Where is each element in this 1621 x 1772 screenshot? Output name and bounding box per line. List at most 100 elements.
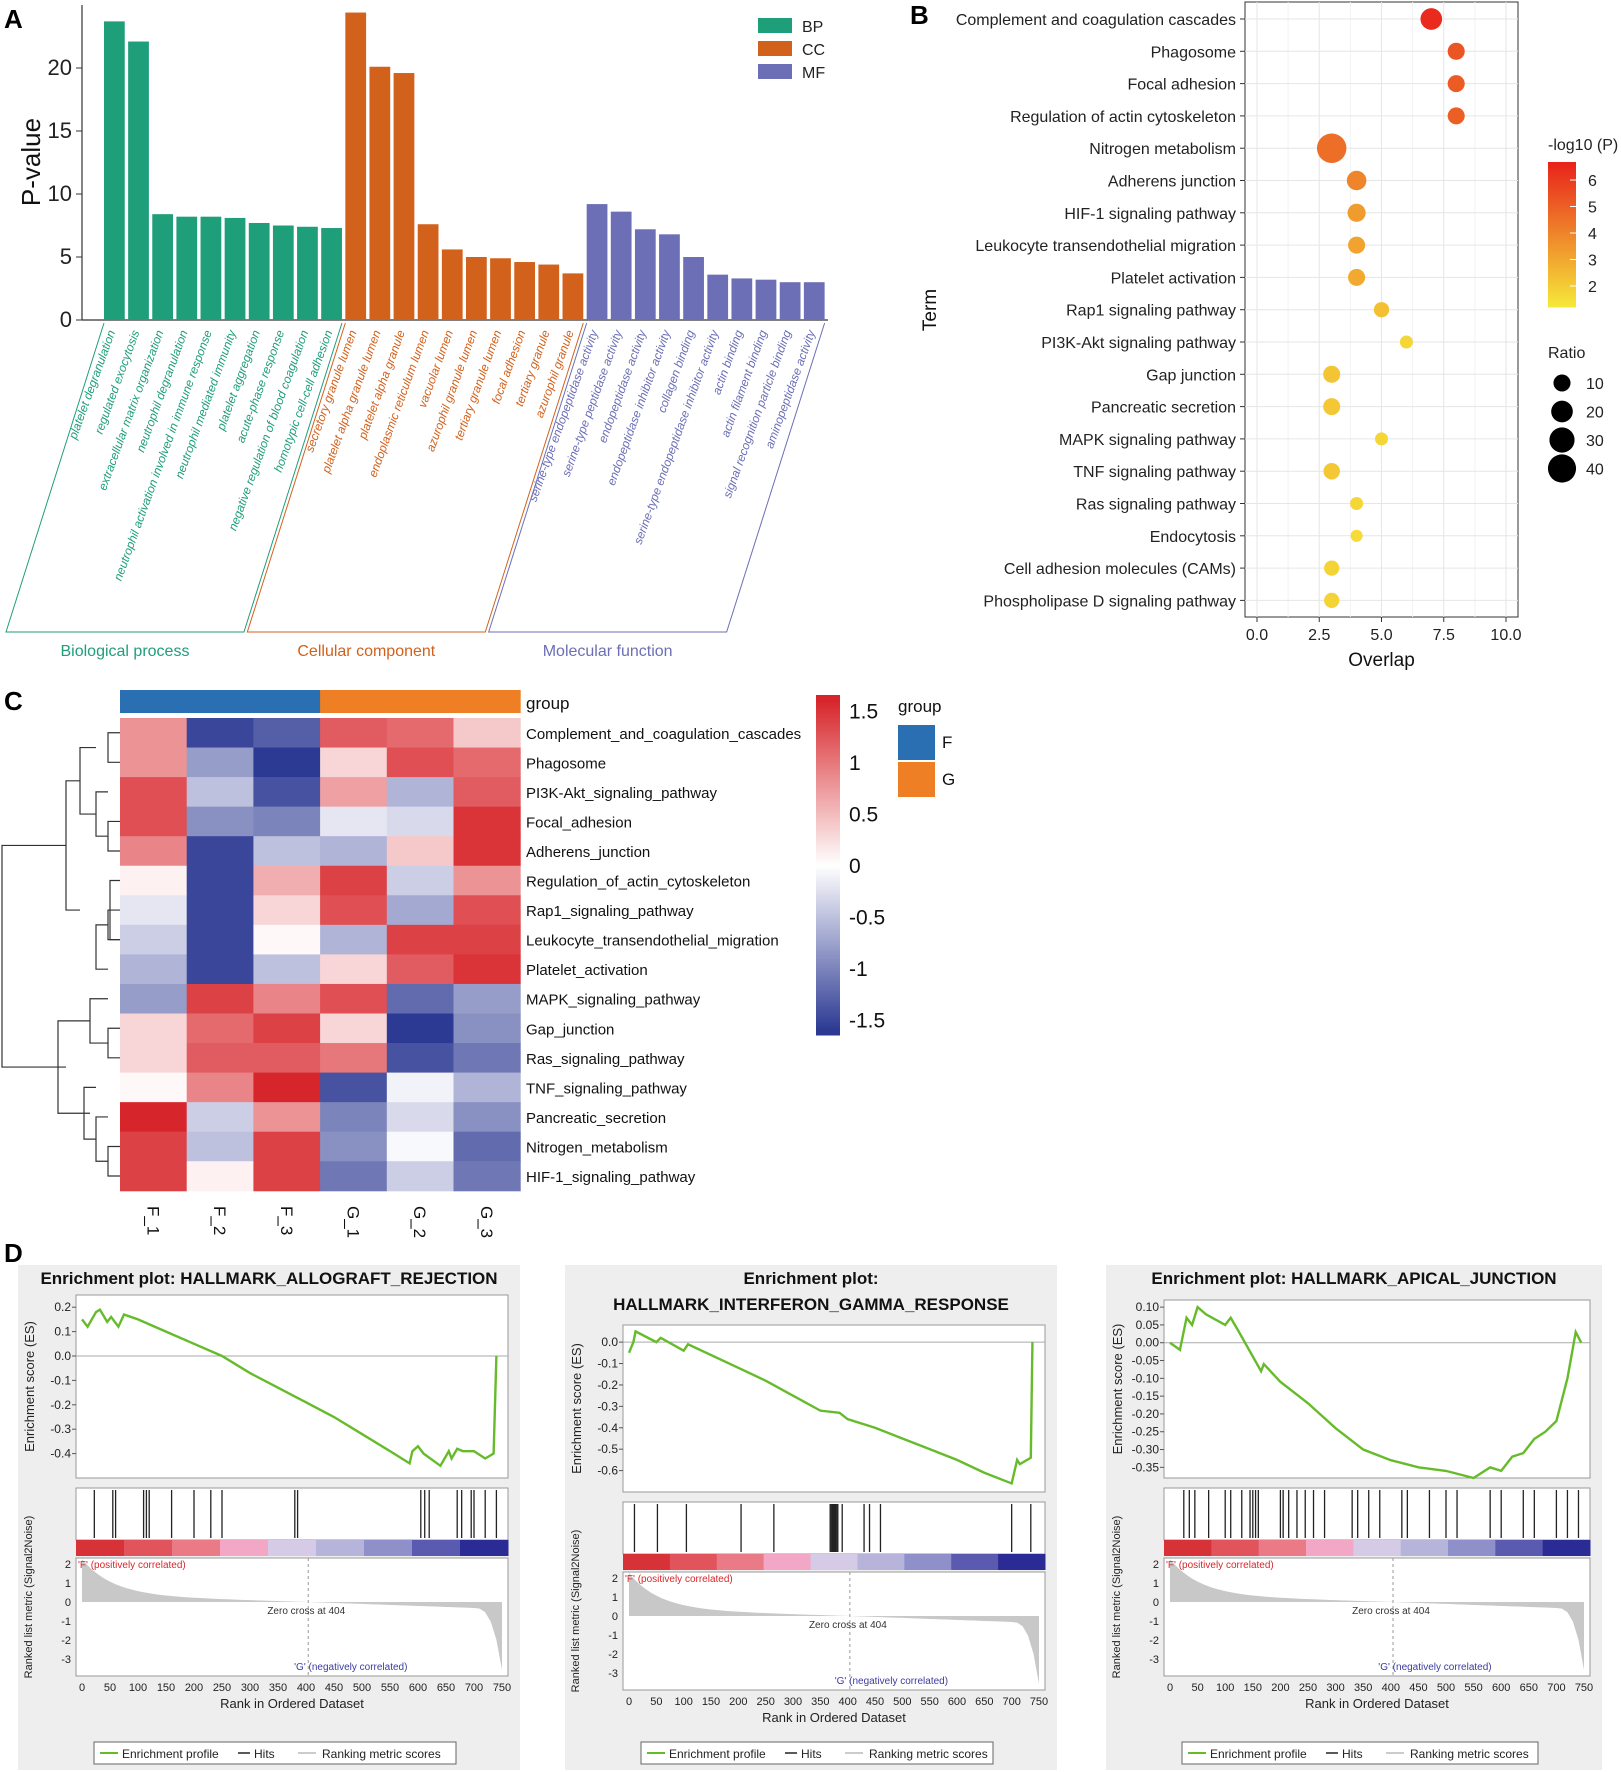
colorbar-segment <box>816 836 840 838</box>
heatmap-cell <box>120 895 188 926</box>
heatmap-cell <box>186 747 254 778</box>
colorbar-segment <box>1548 183 1576 185</box>
colorbar-segment <box>816 902 840 904</box>
term-label: Endocytosis <box>1150 529 1236 546</box>
colorbar-segment <box>816 947 840 949</box>
colorbar-segment <box>816 1000 840 1002</box>
ranking-color-band <box>76 1540 125 1556</box>
x-tick-label: 650 <box>1520 1682 1538 1694</box>
size-legend-label: 30 <box>1586 433 1604 450</box>
colorbar-segment <box>816 1021 840 1023</box>
colorbar-segment <box>816 821 840 823</box>
x-tick-label: 300 <box>784 1696 802 1708</box>
row-label: Platelet_activation <box>526 962 648 979</box>
colorbar-segment <box>816 772 840 774</box>
bar <box>707 274 729 320</box>
bubble <box>1324 592 1340 609</box>
positive-correlation-label: 'F' (positively correlated) <box>78 1560 186 1571</box>
colorbar-segment <box>816 926 840 928</box>
colorbar-segment <box>816 718 840 720</box>
group-annotation-cell <box>120 690 188 713</box>
bar <box>345 12 367 321</box>
colorbar-segment <box>816 1031 840 1033</box>
enrichment-plot-2: Enrichment plot: HALLMARK_INTERFERON_GAMM… <box>565 1265 1057 1770</box>
term-label: Regulation of actin cytoskeleton <box>1010 109 1236 126</box>
colorbar-segment <box>1548 305 1576 307</box>
x-tick-label: 450 <box>866 1696 884 1708</box>
colorbar-segment <box>816 910 840 912</box>
colorbar-segment <box>816 862 840 864</box>
colorbar-segment <box>1548 170 1576 172</box>
colorbar-segment <box>816 966 840 968</box>
es-y-tick-label: -0.3 <box>597 1399 618 1413</box>
ranking-color-band <box>316 1540 365 1556</box>
colorbar-segment <box>1548 293 1576 295</box>
ranking-color-band <box>669 1554 718 1570</box>
metric-y-tick-label: -2 <box>1149 1635 1159 1647</box>
colorbar-segment <box>1548 164 1576 166</box>
colorbar-segment <box>816 875 840 877</box>
heatmap-cell <box>386 747 454 778</box>
colorbar-segment <box>816 806 840 808</box>
heatmap-cell <box>120 806 188 837</box>
colorbar-segment <box>816 928 840 930</box>
colorbar-segment <box>816 937 840 939</box>
size-legend-label: 20 <box>1586 405 1604 422</box>
colorbar-segment <box>1548 200 1576 202</box>
colorbar-segment <box>1548 207 1576 209</box>
bar <box>514 262 536 320</box>
colorbar-segment <box>816 954 840 956</box>
colorbar-segment <box>816 912 840 914</box>
es-y-tick-label: -0.25 <box>1132 1425 1160 1439</box>
zero-cross-label: Zero cross at 404 <box>267 1606 345 1617</box>
ranking-color-band <box>857 1554 905 1570</box>
colorbar-segment <box>1548 223 1576 225</box>
colorbar-segment <box>816 717 840 719</box>
heatmap-cell <box>453 954 521 985</box>
colorbar-segment <box>816 878 840 880</box>
colorbar-segment <box>1548 220 1576 222</box>
colorbar-tick-label: -0.5 <box>849 907 885 930</box>
heatmap-cell <box>253 865 321 896</box>
es-y-tick-label: 0.2 <box>54 1300 71 1314</box>
x-tick-label: 0.0 <box>1246 627 1268 644</box>
heatmap-cell <box>120 1161 188 1192</box>
colorbar-segment <box>816 1020 840 1022</box>
bubble <box>1420 8 1443 30</box>
colorbar-segment <box>816 1023 840 1025</box>
colorbar-segment <box>1548 184 1576 186</box>
row-label: Phagosome <box>526 755 606 772</box>
heatmap-cell <box>320 1161 388 1192</box>
colorbar-segment <box>1548 255 1576 257</box>
x-tick-label: 700 <box>1547 1682 1565 1694</box>
heatmap-cell <box>186 865 254 896</box>
es-y-axis-title: Enrichment score (ES) <box>569 1343 584 1474</box>
ranking-color-band <box>1258 1540 1307 1556</box>
colorbar-segment <box>1548 239 1576 241</box>
colorbar-segment <box>1548 288 1576 290</box>
colorbar-segment <box>1548 276 1576 278</box>
ranking-color-band <box>1448 1540 1496 1556</box>
colorbar-segment <box>816 698 840 700</box>
colorbar-segment <box>1548 163 1576 165</box>
colorbar-segment <box>816 903 840 905</box>
colorbar-segment <box>816 879 840 881</box>
term-label: Adherens junction <box>1108 174 1236 191</box>
colorbar-segment <box>816 969 840 971</box>
colorbar-segment <box>1548 179 1576 181</box>
colorbar-segment <box>1548 250 1576 252</box>
x-tick-label: 250 <box>213 1682 231 1694</box>
row-label: Rap1_signaling_pathway <box>526 903 694 920</box>
colorbar-segment <box>816 974 840 976</box>
heatmap-cell <box>186 718 254 749</box>
colorbar-segment <box>816 809 840 811</box>
term-label: Rap1 signaling pathway <box>1066 303 1236 320</box>
dendrogram-branch <box>1 844 66 1068</box>
colorbar-segment <box>1548 290 1576 292</box>
bubble <box>1373 302 1390 318</box>
heatmap-cell <box>253 1043 321 1074</box>
colorbar-segment <box>816 995 840 997</box>
x-tick-label: 50 <box>1191 1682 1203 1694</box>
heatmap-cell <box>253 1102 321 1133</box>
